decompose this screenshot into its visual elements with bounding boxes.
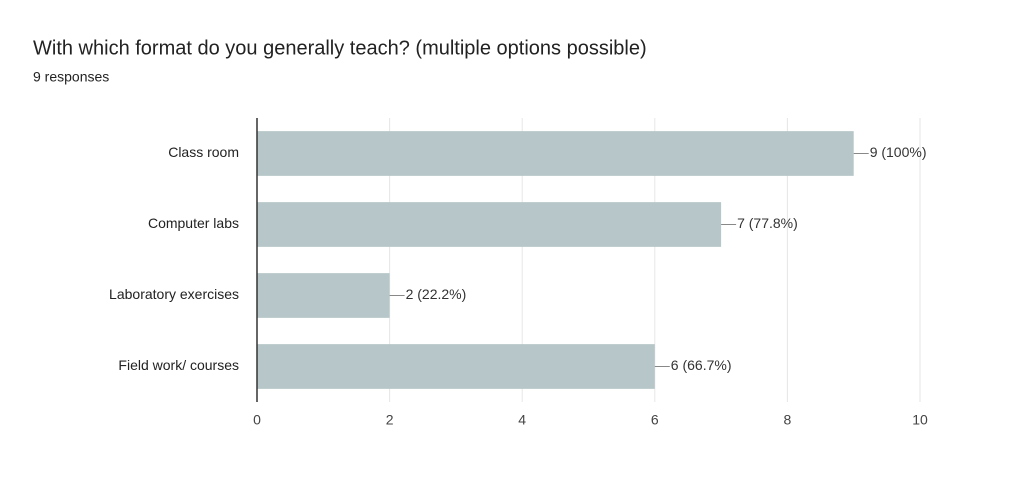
y-tick-label: Field work/ courses bbox=[118, 357, 239, 373]
bar bbox=[257, 273, 390, 318]
value-label: 6 (66.7%) bbox=[671, 357, 732, 373]
y-tick-label: Computer labs bbox=[148, 215, 239, 231]
y-tick-label: Laboratory exercises bbox=[109, 286, 239, 302]
bar bbox=[257, 344, 655, 389]
chart-subtitle: 9 responses bbox=[33, 69, 109, 85]
x-tick-label: 0 bbox=[253, 412, 261, 428]
x-tick-label: 8 bbox=[784, 412, 792, 428]
value-label: 2 (22.2%) bbox=[406, 286, 467, 302]
y-tick-label: Class room bbox=[168, 144, 239, 160]
bar bbox=[257, 202, 722, 247]
x-tick-label: 4 bbox=[518, 412, 526, 428]
chart-title: With which format do you generally teach… bbox=[33, 37, 647, 59]
value-label: 9 (100%) bbox=[870, 144, 927, 160]
value-label: 7 (77.8%) bbox=[737, 215, 798, 231]
x-tick-label: 6 bbox=[651, 412, 659, 428]
x-tick-label: 10 bbox=[912, 412, 928, 428]
bar bbox=[257, 131, 854, 176]
x-tick-label: 2 bbox=[386, 412, 394, 428]
